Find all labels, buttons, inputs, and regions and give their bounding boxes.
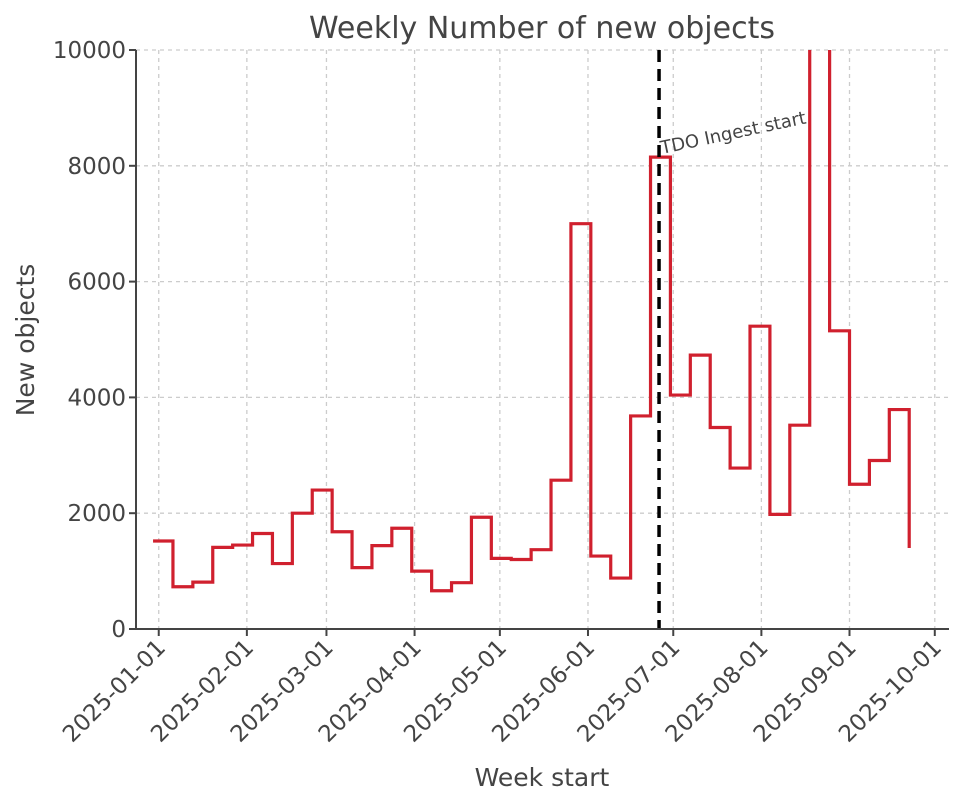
y-tick-label: 2000 <box>67 501 126 527</box>
x-ticks: 2025-01-012025-02-012025-03-012025-04-01… <box>58 629 947 748</box>
annotations: TDO Ingest start <box>657 50 808 629</box>
y-axis-label: New objects <box>11 264 40 417</box>
y-tick-label: 6000 <box>67 270 126 296</box>
y-ticks: 0 2000 4000 6000 8000 10000 <box>53 38 136 643</box>
y-tick-label: 10000 <box>53 38 126 64</box>
y-tick-label: 4000 <box>67 385 126 411</box>
grid <box>136 49 949 629</box>
series <box>153 50 911 593</box>
series-line <box>153 50 911 593</box>
x-axis-label: Week start <box>475 763 610 792</box>
y-tick-label: 8000 <box>67 154 126 180</box>
annotation-label: TDO Ingest start <box>658 108 808 160</box>
axes <box>135 50 949 630</box>
y-tick-label: 0 <box>111 617 126 643</box>
chart-title: Weekly Number of new objects <box>309 11 775 46</box>
